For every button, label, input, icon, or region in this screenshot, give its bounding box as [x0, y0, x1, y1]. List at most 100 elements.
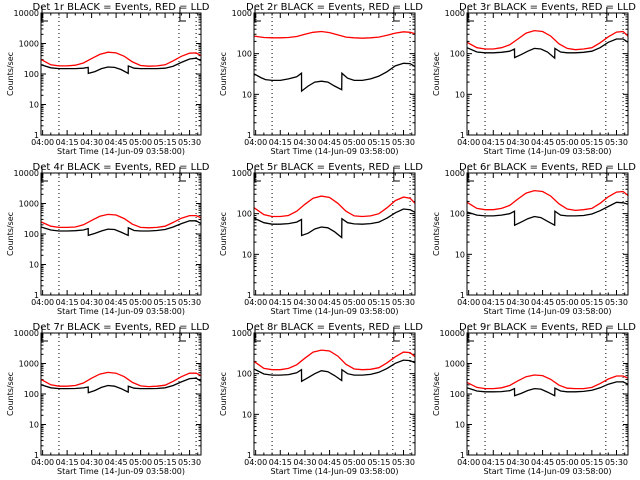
y-tick-label: 100: [24, 390, 39, 399]
series-lld-line: [40, 213, 202, 229]
x-tick-label: 04:15: [269, 298, 292, 307]
eclipse-bracket-marker: [254, 167, 261, 182]
x-tick-label: 05:00: [129, 138, 152, 147]
x-tick-label: 04:15: [269, 458, 292, 467]
x-tick-label: 04:00: [31, 138, 54, 147]
x-tick-label: 04:30: [506, 138, 529, 147]
y-tick-label: 100: [24, 230, 39, 239]
x-tick-label: 05:30: [605, 298, 628, 307]
x-tick-label: 05:00: [556, 138, 579, 147]
y-axis-label: Counts/sec: [432, 212, 441, 256]
eclipse-bracket-marker: [393, 7, 400, 22]
panel-title: Det 1r BLACK = Events, RED = LLD: [33, 2, 210, 13]
panel-det-9: Det 9r BLACK = Events, RED = LLD Counts/s…: [432, 322, 636, 476]
series-events-line: [466, 201, 629, 227]
y-tick-label: 1000: [19, 200, 39, 209]
series-lld-line: [253, 30, 416, 39]
series-lld-line: [40, 371, 202, 388]
eclipse-bracket-marker: [41, 7, 48, 22]
eclipse-bracket-marker: [179, 7, 186, 22]
y-tick-label: 100: [450, 210, 465, 219]
y-tick-label: 10: [455, 90, 465, 99]
y-axis-label: Counts/sec: [6, 372, 15, 416]
series-events-line: [253, 359, 416, 383]
x-tick-label: 05:00: [343, 298, 366, 307]
x-tick-label: 04:00: [244, 458, 267, 467]
y-tick-label: 10: [29, 101, 39, 110]
x-tick-label: 04:30: [80, 298, 103, 307]
y-tick-label: 1000: [445, 9, 465, 18]
eclipse-bracket-marker: [393, 167, 400, 182]
series-events-line: [40, 220, 202, 237]
x-tick-label: 04:00: [457, 298, 480, 307]
x-axis-label: Start Time (14-Jun-09 03:58:00): [271, 147, 399, 156]
eclipse-bracket-marker: [41, 167, 48, 182]
x-tick-label: 04:30: [293, 458, 316, 467]
y-tick-label: 1: [34, 291, 39, 300]
y-tick-label: 1: [460, 291, 465, 300]
panel-title: Det 8r BLACK = Events, RED = LLD: [246, 322, 423, 333]
x-tick-label: 04:15: [482, 458, 505, 467]
x-tick-label: 04:15: [56, 138, 79, 147]
x-tick-label: 05:00: [129, 458, 152, 467]
series-lld-line: [466, 29, 629, 51]
y-tick-label: 10: [29, 261, 39, 270]
x-tick-label: 05:15: [154, 138, 177, 147]
x-tick-label: 04:15: [482, 298, 505, 307]
x-tick-label: 04:45: [105, 138, 128, 147]
y-tick-label: 1: [247, 291, 252, 300]
panel-title: Det 5r BLACK = Events, RED = LLD: [246, 162, 423, 173]
eclipse-bracket-marker: [41, 327, 48, 342]
y-tick-label: 1: [460, 131, 465, 140]
x-tick-label: 04:45: [531, 458, 554, 467]
x-tick-label: 04:00: [457, 458, 480, 467]
x-axis-label: Start Time (14-Jun-09 03:58:00): [271, 467, 399, 476]
panel-title: Det 6r BLACK = Events, RED = LLD: [459, 162, 636, 173]
y-axis-label: Counts/sec: [432, 372, 441, 416]
plot-frame: [253, 332, 416, 456]
x-tick-label: 04:30: [506, 458, 529, 467]
y-tick-label: 10: [455, 250, 465, 259]
x-tick-label: 04:30: [293, 138, 316, 147]
x-tick-label: 04:15: [56, 298, 79, 307]
series-lld-line: [40, 51, 202, 67]
x-tick-label: 05:30: [392, 458, 415, 467]
y-tick-label: 100: [450, 390, 465, 399]
x-tick-label: 05:00: [343, 138, 366, 147]
series-lld-line: [466, 374, 629, 390]
y-tick-label: 10: [242, 410, 252, 419]
x-tick-label: 05:15: [154, 298, 177, 307]
y-tick-label: 10000: [440, 329, 465, 338]
x-tick-label: 05:15: [367, 298, 390, 307]
plot-frame: [40, 12, 202, 136]
x-tick-label: 05:30: [605, 458, 628, 467]
x-tick-label: 05:30: [178, 458, 201, 467]
plot-frame: [40, 332, 202, 456]
panel-det-5: Det 5r BLACK = Events, RED = LLD Counts/s…: [219, 162, 423, 316]
x-tick-label: 05:30: [178, 298, 201, 307]
y-tick-label: 10: [242, 90, 252, 99]
series-events-line: [40, 57, 202, 75]
y-tick-label: 10: [29, 421, 39, 430]
y-tick-label: 1000: [19, 40, 39, 49]
y-tick-label: 10000: [14, 329, 39, 338]
panel-title: Det 7r BLACK = Events, RED = LLD: [33, 322, 210, 333]
series-lld-line: [253, 195, 416, 218]
x-tick-label: 04:15: [269, 138, 292, 147]
x-tick-label: 04:15: [56, 458, 79, 467]
x-tick-label: 04:45: [105, 298, 128, 307]
y-axis-label: Counts/sec: [6, 212, 15, 256]
x-tick-label: 05:15: [580, 298, 603, 307]
x-tick-label: 05:30: [178, 138, 201, 147]
series-lld-line: [253, 349, 416, 371]
y-tick-label: 1000: [19, 360, 39, 369]
y-tick-label: 1000: [445, 169, 465, 178]
y-tick-label: 1: [34, 131, 39, 140]
eclipse-bracket-marker: [467, 7, 474, 22]
panel-title: Det 3r BLACK = Events, RED = LLD: [459, 2, 636, 13]
eclipse-bracket-marker: [467, 167, 474, 182]
eclipse-bracket-marker: [179, 327, 186, 342]
x-tick-label: 04:00: [31, 458, 54, 467]
eclipse-bracket-marker: [606, 327, 613, 342]
